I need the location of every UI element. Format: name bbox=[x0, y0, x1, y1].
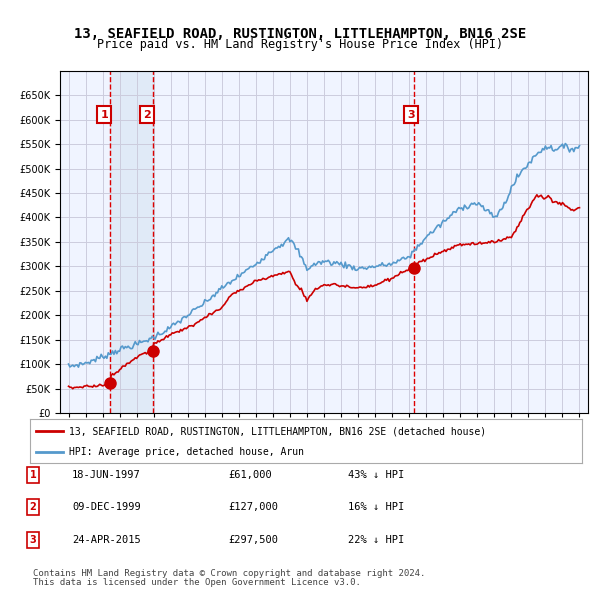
Text: Contains HM Land Registry data © Crown copyright and database right 2024.: Contains HM Land Registry data © Crown c… bbox=[33, 569, 425, 578]
Text: 16% ↓ HPI: 16% ↓ HPI bbox=[348, 503, 404, 512]
Text: This data is licensed under the Open Government Licence v3.0.: This data is licensed under the Open Gov… bbox=[33, 578, 361, 588]
Text: 22% ↓ HPI: 22% ↓ HPI bbox=[348, 535, 404, 545]
Text: 2: 2 bbox=[29, 503, 37, 512]
Text: HPI: Average price, detached house, Arun: HPI: Average price, detached house, Arun bbox=[68, 447, 304, 457]
Text: 09-DEC-1999: 09-DEC-1999 bbox=[72, 503, 141, 512]
Text: £61,000: £61,000 bbox=[228, 470, 272, 480]
Text: 43% ↓ HPI: 43% ↓ HPI bbox=[348, 470, 404, 480]
Bar bbox=[110, 71, 152, 413]
Text: 18-JUN-1997: 18-JUN-1997 bbox=[72, 470, 141, 480]
Text: £297,500: £297,500 bbox=[228, 535, 278, 545]
Text: 13, SEAFIELD ROAD, RUSTINGTON, LITTLEHAMPTON, BN16 2SE (detached house): 13, SEAFIELD ROAD, RUSTINGTON, LITTLEHAM… bbox=[68, 427, 486, 436]
Text: Price paid vs. HM Land Registry's House Price Index (HPI): Price paid vs. HM Land Registry's House … bbox=[97, 38, 503, 51]
Text: 13, SEAFIELD ROAD, RUSTINGTON, LITTLEHAMPTON, BN16 2SE: 13, SEAFIELD ROAD, RUSTINGTON, LITTLEHAM… bbox=[74, 27, 526, 41]
Text: £127,000: £127,000 bbox=[228, 503, 278, 512]
Text: 3: 3 bbox=[29, 535, 37, 545]
Text: 3: 3 bbox=[407, 110, 415, 120]
Text: 2: 2 bbox=[143, 110, 151, 120]
Text: 1: 1 bbox=[100, 110, 108, 120]
Text: 1: 1 bbox=[29, 470, 37, 480]
Text: 24-APR-2015: 24-APR-2015 bbox=[72, 535, 141, 545]
